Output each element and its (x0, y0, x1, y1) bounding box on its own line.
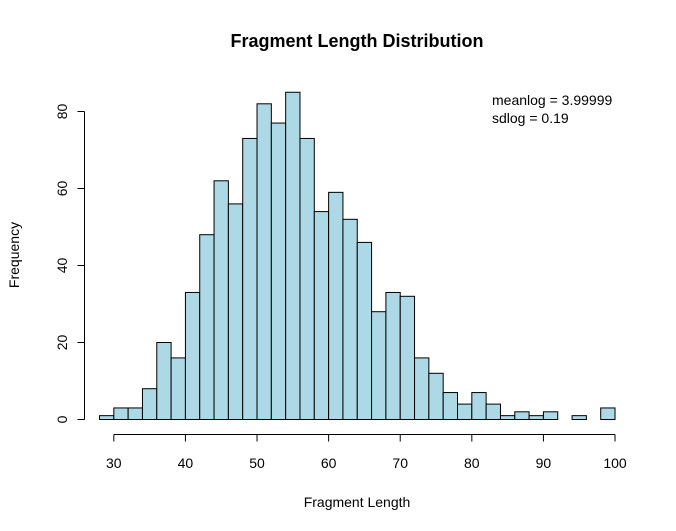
x-tick-label: 100 (603, 455, 627, 471)
histogram-bar (600, 407, 616, 421)
histogram-bar (371, 311, 387, 421)
histogram-bar (127, 407, 143, 421)
histogram-bar (514, 411, 530, 420)
histogram-bar (285, 91, 301, 420)
histogram-bar (170, 357, 186, 420)
histogram-bar (328, 191, 344, 420)
annotation-sdlog: sdlog = 0.19 (492, 110, 569, 126)
bars-group (99, 91, 616, 421)
histogram-bar (342, 218, 358, 420)
histogram-bar (99, 415, 115, 420)
histogram-bar (227, 203, 244, 420)
histogram-bar (270, 122, 287, 421)
histogram-bar (471, 392, 487, 420)
x-tick-label: 50 (249, 455, 265, 471)
histogram-bar (356, 241, 373, 420)
histogram-bar (113, 407, 129, 421)
histogram-bar (242, 137, 258, 420)
histogram-bar (156, 342, 172, 420)
x-tick-label: 40 (178, 455, 194, 471)
y-tick-label: 0 (54, 415, 70, 423)
x-tick-label: 60 (321, 455, 337, 471)
histogram-bar (485, 403, 501, 421)
histogram-bar (313, 211, 330, 420)
x-tick-label: 30 (106, 455, 122, 471)
histogram-bar (199, 234, 215, 420)
x-tick-label: 90 (536, 455, 552, 471)
histogram-bar (385, 291, 401, 421)
histogram-bar (256, 103, 272, 421)
y-tick-label: 40 (54, 258, 70, 274)
histogram-bar (499, 415, 516, 420)
annotation-meanlog: meanlog = 3.99999 (492, 92, 612, 108)
x-tick-label: 80 (464, 455, 480, 471)
histogram-bar (299, 137, 315, 420)
histogram-bar (528, 415, 544, 420)
y-tick-label: 20 (54, 335, 70, 351)
x-axis-label: Fragment Length (304, 494, 411, 510)
histogram-bar (571, 415, 587, 420)
x-axis: 30 40 50 60 70 80 90 100 (106, 434, 627, 471)
histogram-bar (457, 403, 473, 421)
y-axis-label: Frequency (6, 222, 22, 288)
y-tick-label: 80 (54, 104, 70, 120)
y-tick-label: 60 (54, 181, 70, 197)
histogram-bar (184, 291, 201, 421)
histogram-bar (213, 180, 229, 420)
histogram-bar (442, 392, 458, 420)
x-tick-label: 70 (392, 455, 408, 471)
histogram-bar (399, 295, 416, 420)
y-axis: 0 20 40 60 80 (54, 104, 85, 423)
histogram-bar (141, 388, 158, 421)
chart-title: Fragment Length Distribution (231, 31, 484, 51)
histogram-bar (428, 372, 444, 420)
histogram-bar (414, 357, 430, 420)
histogram-bar (542, 411, 559, 420)
